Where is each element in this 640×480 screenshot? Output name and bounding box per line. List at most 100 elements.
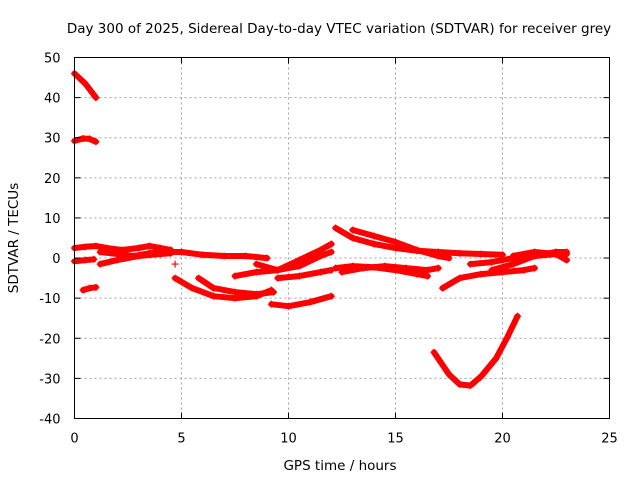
data-point xyxy=(156,250,164,258)
y-tick-label: -20 xyxy=(39,332,60,347)
data-point xyxy=(381,262,389,270)
series-track-e xyxy=(79,283,100,294)
data-point xyxy=(90,255,98,263)
data-point xyxy=(477,250,485,258)
series-track-w xyxy=(509,248,571,264)
y-tick-label: -40 xyxy=(39,413,60,428)
series-track-n xyxy=(267,292,335,310)
data-point xyxy=(370,232,378,240)
data-point xyxy=(338,268,346,276)
data-point xyxy=(563,256,571,264)
series-track-b xyxy=(71,135,100,146)
data-point xyxy=(145,242,153,250)
data-point xyxy=(295,272,303,280)
data-point xyxy=(349,234,357,242)
data-point xyxy=(252,290,260,298)
data-point xyxy=(220,252,228,260)
y-tick-label: 0 xyxy=(52,252,60,267)
data-point xyxy=(231,272,239,280)
y-tick-label: 40 xyxy=(44,92,61,107)
data-point xyxy=(199,251,207,259)
data-point xyxy=(171,260,179,268)
data-point xyxy=(231,294,239,302)
x-tick-label: 20 xyxy=(494,432,511,447)
data-point xyxy=(79,135,87,143)
data-point xyxy=(327,240,335,248)
data-point xyxy=(509,260,517,268)
data-point xyxy=(327,292,335,300)
x-tick-label: 5 xyxy=(177,432,185,447)
data-point xyxy=(113,256,121,264)
data-point xyxy=(439,284,447,292)
data-point xyxy=(92,94,100,102)
series-band xyxy=(268,293,335,310)
data-point xyxy=(445,370,453,378)
data-point xyxy=(402,264,410,272)
data-point xyxy=(327,248,335,256)
data-series xyxy=(71,70,571,390)
y-tick-label: 50 xyxy=(44,52,61,67)
data-point xyxy=(231,288,239,296)
chart-title: Day 300 of 2025, Sidereal Day-to-day VTE… xyxy=(67,21,611,37)
series-track-r xyxy=(338,262,442,276)
series-band xyxy=(274,267,335,282)
data-point xyxy=(359,264,367,272)
series-band xyxy=(431,313,521,389)
data-point xyxy=(513,312,521,320)
data-point xyxy=(113,250,121,258)
data-point xyxy=(195,274,203,282)
data-point xyxy=(392,244,399,252)
data-point xyxy=(81,80,89,88)
data-point xyxy=(349,226,357,234)
data-point xyxy=(503,334,511,342)
data-point xyxy=(332,224,340,232)
data-point xyxy=(424,272,432,280)
data-point xyxy=(488,266,496,274)
x-tick-label: 10 xyxy=(280,432,297,447)
data-point xyxy=(79,286,87,294)
x-tick-label: 15 xyxy=(387,432,404,447)
data-point xyxy=(370,240,378,248)
data-point xyxy=(270,288,278,296)
axis-ticks xyxy=(74,57,610,419)
series-track-l xyxy=(252,248,335,274)
data-point xyxy=(188,284,196,292)
data-point xyxy=(135,244,143,252)
data-point xyxy=(274,274,282,282)
data-point xyxy=(171,274,179,282)
data-point xyxy=(563,248,571,256)
data-point xyxy=(531,248,539,256)
tick-labels: 0 5 10 15 20 25 -40 -30 -20 -10 0 10 20 30 40 50 xyxy=(39,52,618,447)
grid xyxy=(74,57,610,419)
data-point xyxy=(466,260,474,268)
series-band xyxy=(510,249,570,264)
data-point xyxy=(392,238,399,246)
data-point xyxy=(167,249,175,257)
data-point xyxy=(306,298,314,306)
series-track-h xyxy=(171,260,179,268)
data-point xyxy=(430,348,438,356)
plot-frame xyxy=(74,57,610,419)
series-track-c xyxy=(71,242,175,254)
data-point xyxy=(456,380,464,388)
data-point xyxy=(81,243,89,251)
data-point xyxy=(263,254,271,262)
series-track-p xyxy=(349,226,453,262)
data-point xyxy=(267,300,275,308)
data-point xyxy=(295,262,303,270)
x-tick-label: 0 xyxy=(70,432,78,447)
series-band xyxy=(71,243,174,253)
data-point xyxy=(135,252,143,260)
data-point xyxy=(317,268,325,276)
data-point xyxy=(210,284,218,292)
data-point xyxy=(317,246,325,254)
data-point xyxy=(96,260,104,268)
data-point xyxy=(456,274,464,282)
data-point xyxy=(96,248,104,256)
series-track-j xyxy=(195,274,278,298)
data-point xyxy=(85,284,93,292)
data-point xyxy=(434,264,442,272)
y-axis-label: SDTVAR / TECUs xyxy=(6,183,22,293)
data-point xyxy=(552,250,560,258)
